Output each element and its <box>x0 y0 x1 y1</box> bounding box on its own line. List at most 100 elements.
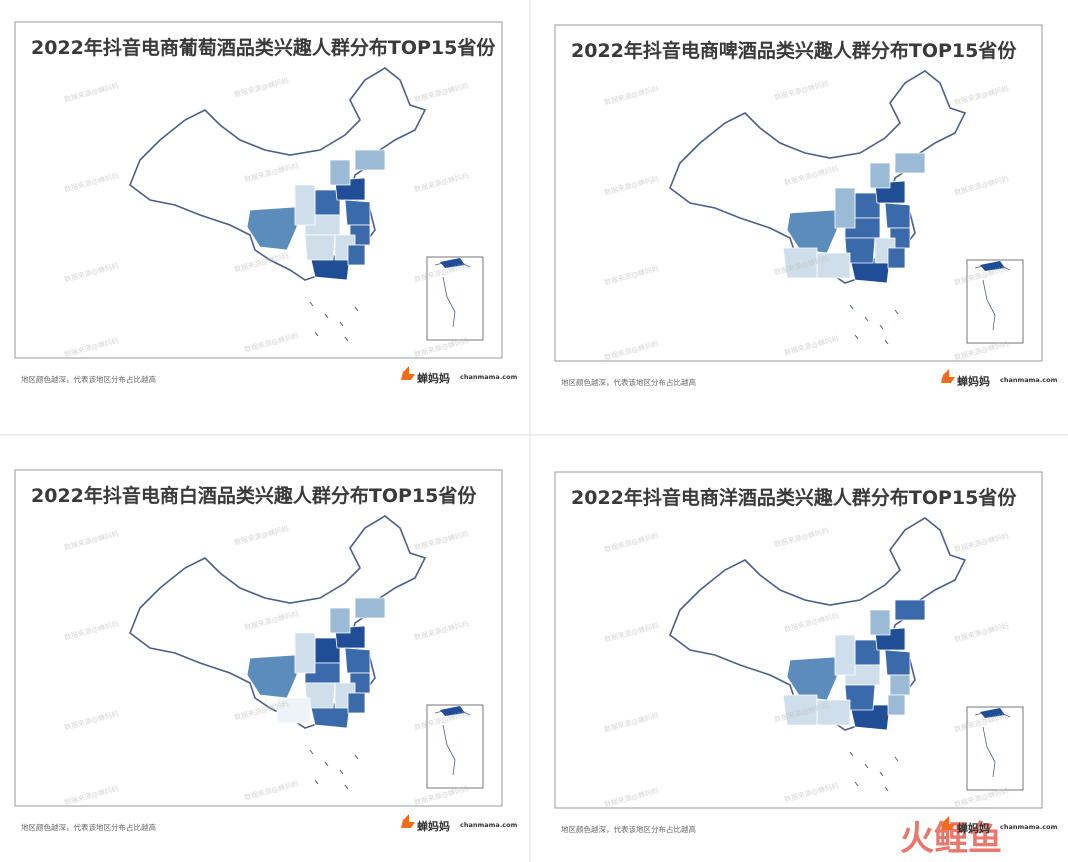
province <box>889 674 911 696</box>
footnote: 地区颜色越深，代表该地区分布占比越高 <box>21 822 156 832</box>
watermark: 数据来源@蝉妈妈 <box>63 336 119 359</box>
panel-title: 2022年抖音电商白酒品类兴趣人群分布TOP15省份 <box>31 484 477 507</box>
watermark: 数据来源@蝉妈妈 <box>773 526 829 549</box>
province <box>834 187 856 229</box>
watermark: 数据来源@蝉妈妈 <box>63 81 119 104</box>
inset-frame <box>966 259 1024 344</box>
watermark: 数据来源@蝉妈妈 <box>243 779 299 802</box>
panel-title: 2022年抖音电商洋酒品类兴趣人群分布TOP15省份 <box>571 486 1017 509</box>
watermark: 数据来源@蝉妈妈 <box>603 786 659 809</box>
province <box>834 634 856 676</box>
brand-name: 蝉妈妈 <box>957 374 990 388</box>
brand-site: chanmama.com <box>460 373 518 381</box>
inset-region <box>980 261 1005 271</box>
panel-frame <box>14 21 503 359</box>
province <box>347 244 366 266</box>
island <box>864 316 869 322</box>
island <box>879 324 884 330</box>
island <box>894 309 899 315</box>
province <box>344 647 371 674</box>
province <box>782 694 818 726</box>
island <box>324 761 329 767</box>
watermark: 数据来源@蝉妈妈 <box>63 171 119 194</box>
watermark: 数据来源@蝉妈妈 <box>603 711 659 734</box>
island <box>314 331 319 337</box>
island <box>309 749 314 755</box>
inset-region <box>980 708 1005 718</box>
watermark: 数据来源@蝉妈妈 <box>953 621 1009 644</box>
panel-title: 2022年抖音电商葡萄酒品类兴趣人群分布TOP15省份 <box>31 36 496 59</box>
watermark: 数据来源@蝉妈妈 <box>63 619 119 642</box>
island <box>854 781 859 787</box>
watermark: 数据来源@蝉妈妈 <box>603 84 659 107</box>
island <box>314 779 319 785</box>
watermark: 数据来源@蝉妈妈 <box>63 784 119 807</box>
island <box>864 763 869 769</box>
brand-name: 蝉妈妈 <box>417 819 450 833</box>
province <box>849 704 891 731</box>
province <box>276 697 311 724</box>
panel-frame <box>554 471 1043 809</box>
province <box>329 159 351 186</box>
inset-frame <box>426 704 484 789</box>
province <box>294 632 316 674</box>
island <box>309 301 314 307</box>
watermark: 数据来源@蝉妈妈 <box>413 529 469 552</box>
watermark: 数据来源@蝉妈妈 <box>953 174 1009 197</box>
province <box>869 162 891 189</box>
province <box>347 692 366 714</box>
province <box>354 149 386 171</box>
province <box>869 609 891 636</box>
inset-region <box>440 706 465 716</box>
watermark: 数据来源@蝉妈妈 <box>783 334 839 357</box>
island <box>894 756 899 762</box>
province <box>884 202 911 229</box>
island <box>854 334 859 340</box>
brand-icon <box>401 366 415 380</box>
watermark: 数据来源@蝉妈妈 <box>413 619 469 642</box>
brand-name: 蝉妈妈 <box>417 371 450 385</box>
watermark: 数据来源@蝉妈妈 <box>953 84 1009 107</box>
brand-site: chanmama.com <box>1000 376 1058 384</box>
island <box>849 304 854 310</box>
panel-frame <box>554 24 1043 362</box>
watermark: 数据来源@蝉妈妈 <box>63 529 119 552</box>
brand-icon <box>941 816 955 830</box>
brand-icon <box>401 814 415 828</box>
watermark: 数据来源@蝉妈妈 <box>603 264 659 287</box>
island <box>339 769 344 775</box>
inset-region <box>440 258 465 268</box>
inset-frame <box>966 706 1024 791</box>
watermark: 数据来源@蝉妈妈 <box>953 531 1009 554</box>
watermark: 数据来源@蝉妈妈 <box>233 524 289 547</box>
island <box>324 313 329 319</box>
footnote: 地区颜色越深，代表该地区分布占比越高 <box>561 377 696 387</box>
brand-site: chanmama.com <box>1000 823 1058 831</box>
island <box>849 751 854 757</box>
island <box>344 336 349 342</box>
province <box>329 607 351 634</box>
watermark: 数据来源@蝉妈妈 <box>63 709 119 732</box>
panel-title: 2022年抖音电商啤酒品类兴趣人群分布TOP15省份 <box>571 39 1017 62</box>
island <box>879 771 884 777</box>
island <box>354 306 359 312</box>
footnote: 地区颜色越深，代表该地区分布占比越高 <box>561 824 696 834</box>
brand-site: chanmama.com <box>460 821 518 829</box>
island <box>884 786 889 792</box>
footnote: 地区颜色越深，代表该地区分布占比越高 <box>21 374 156 384</box>
watermark: 数据来源@蝉妈妈 <box>773 79 829 102</box>
watermark: 数据来源@蝉妈妈 <box>413 81 469 104</box>
province <box>782 247 818 279</box>
province <box>894 152 926 174</box>
island <box>884 339 889 345</box>
island <box>354 754 359 760</box>
watermark: 数据来源@蝉妈妈 <box>603 531 659 554</box>
province <box>304 234 336 261</box>
watermark: 数据来源@蝉妈妈 <box>603 174 659 197</box>
province <box>884 649 911 676</box>
watermark: 数据来源@蝉妈妈 <box>603 621 659 644</box>
